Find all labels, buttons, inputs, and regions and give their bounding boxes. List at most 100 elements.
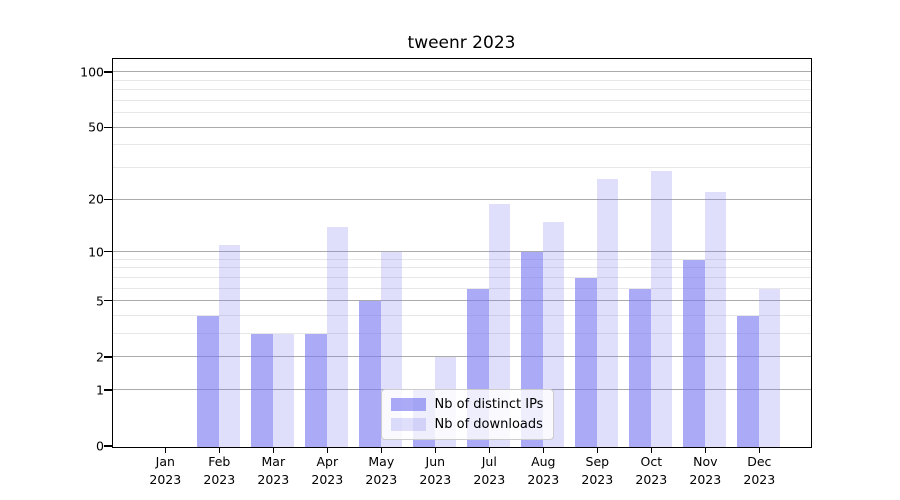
x-tick-mark-jul <box>488 447 490 453</box>
gridline-major-5 <box>112 300 811 302</box>
gridline-minor-8 <box>112 267 811 269</box>
x-tick-label-feb: Feb 2023 <box>203 453 235 489</box>
y-tick-mark-10 <box>104 250 112 253</box>
x-tick-year: 2023 <box>311 472 344 487</box>
x-tick-mark-aug <box>542 447 544 453</box>
x-tick-month: Apr <box>316 454 339 469</box>
x-tick-mark-nov <box>704 447 706 453</box>
x-tick-month: Sep <box>585 454 610 469</box>
bar-downloads-sep <box>596 179 619 447</box>
bar-distinct-ips-apr <box>305 334 327 447</box>
x-tick-label-may: May 2023 <box>365 453 397 489</box>
gridline-minor-80 <box>112 89 811 91</box>
bar-downloads-mar <box>272 334 295 447</box>
x-tick-mark-oct <box>650 447 652 453</box>
y-tick-mark-2 <box>104 356 112 358</box>
y-tick-mark-0 <box>104 445 112 447</box>
legend-row-downloads: Nb of downloads <box>390 416 544 432</box>
x-tick-label-jun: Jun 2023 <box>419 453 451 489</box>
x-tick-year: 2023 <box>419 472 452 487</box>
x-tick-mark-dec <box>758 447 760 453</box>
x-tick-month: Jul <box>481 454 497 469</box>
gridline-minor-60 <box>112 112 811 114</box>
bar-distinct-ips-nov <box>683 259 705 447</box>
legend: Nb of distinct IPs Nb of downloads <box>380 388 555 440</box>
bar-downloads-nov <box>704 192 727 447</box>
y-tick-label-100: 100 <box>80 64 104 80</box>
legend-swatch-distinct-ips <box>390 397 426 411</box>
bar-distinct-ips-sep <box>575 277 597 447</box>
gridline-major-50 <box>112 126 811 128</box>
gridline-major-20 <box>112 198 811 200</box>
bar-distinct-ips-mar <box>251 334 273 447</box>
x-tick-label-jul: Jul 2023 <box>473 453 505 489</box>
y-tick-label-5: 5 <box>96 293 104 309</box>
plot-area: Nb of distinct IPs Nb of downloads <box>111 57 812 448</box>
x-tick-mark-mar <box>272 447 274 453</box>
x-tick-year: 2023 <box>473 472 506 487</box>
bar-downloads-dec <box>758 288 781 447</box>
y-tick-mark-100 <box>104 71 112 73</box>
x-tick-year: 2023 <box>635 472 668 487</box>
y-tick-label-2: 2 <box>96 349 104 365</box>
y-tick-mark-1 <box>104 389 112 391</box>
bar-distinct-ips-oct <box>629 288 651 447</box>
legend-label-downloads: Nb of downloads <box>434 416 543 432</box>
x-tick-mark-feb <box>218 447 220 453</box>
x-tick-year: 2023 <box>581 472 614 487</box>
x-tick-mark-apr <box>326 447 328 453</box>
x-tick-month: Mar <box>261 454 286 469</box>
x-tick-month: Dec <box>747 454 772 469</box>
x-tick-year: 2023 <box>743 472 776 487</box>
legend-swatch-downloads <box>390 417 426 431</box>
y-tick-label-1: 1 <box>96 382 104 398</box>
x-tick-year: 2023 <box>149 472 182 487</box>
bar-downloads-feb <box>218 245 241 447</box>
gridline-minor-90 <box>112 79 811 81</box>
x-tick-month: Oct <box>640 454 663 469</box>
x-tick-year: 2023 <box>257 472 290 487</box>
x-tick-year: 2023 <box>365 472 398 487</box>
bar-distinct-ips-feb <box>197 316 219 447</box>
gridline-minor-3 <box>112 333 811 335</box>
x-tick-label-mar: Mar 2023 <box>257 453 289 489</box>
x-tick-month: Jan <box>155 454 175 469</box>
bar-downloads-jul <box>488 203 511 447</box>
x-tick-label-oct: Oct 2023 <box>635 453 667 489</box>
y-tick-mark-20 <box>104 198 112 200</box>
x-tick-label-sep: Sep 2023 <box>581 453 613 489</box>
x-tick-month: Aug <box>531 454 556 469</box>
gridline-major-2 <box>112 356 811 358</box>
gridline-minor-7 <box>112 276 811 278</box>
x-tick-label-dec: Dec 2023 <box>743 453 775 489</box>
y-tick-mark-50 <box>104 126 112 128</box>
x-tick-label-apr: Apr 2023 <box>311 453 343 489</box>
y-tick-label-0: 0 <box>96 438 104 454</box>
gridline-minor-4 <box>112 315 811 317</box>
gridline-major-100 <box>112 71 811 73</box>
gridline-minor-40 <box>112 144 811 146</box>
legend-label-distinct-ips: Nb of distinct IPs <box>434 396 544 412</box>
x-tick-mark-may <box>380 447 382 453</box>
x-tick-mark-jun <box>434 447 436 453</box>
gridline-minor-70 <box>112 99 811 101</box>
bar-downloads-oct <box>650 170 673 447</box>
x-tick-mark-sep <box>596 447 598 453</box>
x-tick-label-aug: Aug 2023 <box>527 453 559 489</box>
legend-row-distinct-ips: Nb of distinct IPs <box>390 396 544 412</box>
x-tick-year: 2023 <box>527 472 560 487</box>
bar-distinct-ips-dec <box>737 316 759 447</box>
y-tick-label-50: 50 <box>88 119 104 135</box>
x-tick-label-nov: Nov 2023 <box>689 453 721 489</box>
gridline-major-10 <box>112 251 811 253</box>
gridline-minor-9 <box>112 258 811 260</box>
x-tick-month: May <box>368 454 395 469</box>
x-tick-month: Nov <box>693 454 718 469</box>
bar-distinct-ips-may <box>359 301 381 447</box>
x-tick-month: Jun <box>425 454 446 469</box>
x-tick-year: 2023 <box>203 472 236 487</box>
x-tick-mark-jan <box>164 447 166 453</box>
gridline-minor-6 <box>112 287 811 289</box>
y-tick-label-20: 20 <box>88 191 104 207</box>
